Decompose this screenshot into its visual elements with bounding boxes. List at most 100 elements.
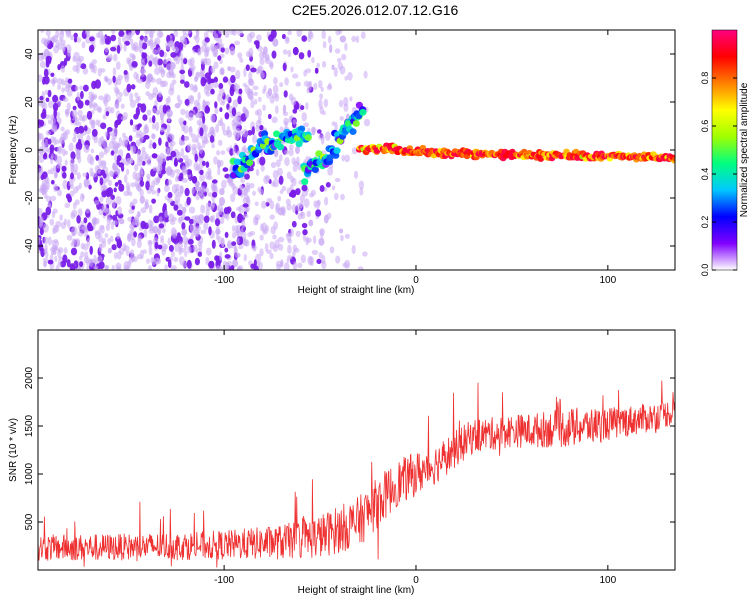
spectrogram-noise-mark <box>105 111 110 117</box>
spectrogram-noise-mark <box>301 112 308 122</box>
spectrogram-noise-mark <box>56 145 63 155</box>
spectrogram-noise-mark <box>275 159 281 168</box>
spectrogram-noise-mark <box>277 236 285 243</box>
spectrogram-noise-mark <box>331 185 336 191</box>
spectrogram-noise-mark <box>351 35 357 43</box>
spectrogram-noise-mark <box>319 106 324 115</box>
spectrogram-noise-mark <box>269 214 276 220</box>
spectrogram-noise-mark <box>264 242 269 252</box>
spectrogram-noise-mark <box>89 63 95 69</box>
spectrogram-noise-mark <box>244 239 250 247</box>
spectrogram-noise-mark <box>226 94 230 102</box>
spectrogram-noise-mark <box>316 199 321 207</box>
spectrogram-noise-mark <box>174 103 181 109</box>
spectrogram-noise-mark <box>301 222 308 229</box>
spectrogram-noise-mark <box>152 57 158 66</box>
spectrogram-noise-mark <box>113 252 118 260</box>
spectrogram-noise-mark <box>90 148 95 154</box>
spectrogram-noise-mark <box>137 184 142 192</box>
spectrogram-noise-mark <box>204 57 208 66</box>
spectrogram-noise-mark <box>220 216 225 225</box>
spectrogram-signal-mark <box>304 134 312 142</box>
spectrogram-noise-mark <box>61 165 67 172</box>
spectrogram-noise-mark <box>114 154 118 162</box>
spectrogram-noise-mark <box>218 188 225 196</box>
spectrogram-noise-mark <box>344 42 348 51</box>
spectrogram-noise-mark <box>355 35 360 44</box>
snr-y-tick-label: 500 <box>24 513 35 530</box>
spectrogram-noise-mark <box>188 126 193 136</box>
spectrogram-noise-mark <box>170 150 177 158</box>
spectrogram-noise-mark <box>296 30 303 37</box>
spectrogram-noise-mark <box>63 247 68 254</box>
spectrogram-noise-mark <box>153 215 160 224</box>
spectrogram-noise-mark <box>64 108 70 115</box>
spectrogram-noise-mark <box>78 115 83 121</box>
spectrogram-noise-mark <box>281 33 286 40</box>
spectrogram-noise-mark <box>274 239 280 249</box>
spectrogram-noise-mark <box>63 57 68 66</box>
spectrogram-noise-mark <box>197 91 201 101</box>
spectrogram-noise-mark <box>62 97 69 103</box>
spectrogram-noise-mark <box>148 246 153 255</box>
spectrogram-noise-mark <box>50 153 55 160</box>
spectrogram-noise-mark <box>115 61 121 70</box>
spectrogram-noise-mark <box>182 30 187 35</box>
spectrogram-noise-mark <box>114 182 119 187</box>
spectrogram-noise-mark <box>179 172 184 179</box>
spectrogram-noise-mark <box>230 211 236 219</box>
spectrogram-noise-mark <box>211 239 216 249</box>
spectrogram-noise-mark <box>190 230 195 237</box>
spectrogram-noise-mark <box>105 265 109 270</box>
spectrogram-signal-mark <box>246 159 254 167</box>
spectrogram-noise-mark <box>183 136 190 141</box>
spectrogram-noise-mark <box>335 255 341 264</box>
spectrogram-noise-mark <box>214 107 219 115</box>
spectrogram-noise-mark <box>242 213 249 219</box>
spectrogram-noise-mark <box>225 261 230 270</box>
spectrogram-noise-mark <box>174 243 180 253</box>
spectrogram-noise-mark <box>126 83 132 93</box>
spectrogram-noise-mark <box>300 105 305 111</box>
spectrogram-noise-mark <box>151 133 156 140</box>
spectrogram-noise-mark <box>259 234 264 241</box>
spectrogram-noise-mark <box>118 162 125 168</box>
spectrogram-noise-mark <box>232 99 238 109</box>
spectrogram-noise-mark <box>132 41 139 51</box>
spectrogram-noise-mark <box>98 157 102 167</box>
spectrogram-noise-mark <box>68 142 74 152</box>
spectrogram-noise-mark <box>109 53 113 61</box>
spectrogram-noise-mark <box>62 179 68 190</box>
spectrogram-noise-mark <box>167 191 173 199</box>
spectrogram-signal-mark <box>311 166 319 174</box>
spectrogram-noise-mark <box>85 30 90 34</box>
spectrogram-noise-mark <box>220 43 224 49</box>
spectrogram-noise-mark <box>166 109 173 118</box>
spectrogram-noise-mark <box>69 34 75 41</box>
snr-y-axis: 500 1000 1500 2000 <box>24 366 675 530</box>
spectrogram-noise-mark <box>247 90 254 100</box>
spectrogram-noise-mark <box>83 256 91 264</box>
spectrogram-noise-mark <box>237 52 243 59</box>
spectrogram-noise-mark <box>182 236 188 245</box>
spectrogram-noise-mark <box>184 187 190 197</box>
spectrogram-noise-mark <box>231 231 237 239</box>
spectrogram-noise-mark <box>331 121 336 127</box>
spectrogram-noise-mark <box>106 218 112 226</box>
spectrogram-noise-mark <box>147 73 153 83</box>
spectrogram-noise-mark <box>133 231 137 238</box>
spectrogram-noise-mark <box>323 214 329 224</box>
spectrogram-noise-mark <box>92 103 99 111</box>
spectrogram-noise-mark <box>199 185 206 194</box>
colorbar-tick-label: 0.2 <box>700 216 710 229</box>
spectrogram-noise-mark <box>267 88 273 96</box>
spectrogram-noise-mark <box>64 159 68 166</box>
spectrogram-noise-mark <box>125 182 130 191</box>
spectrogram-noise-mark <box>140 220 146 230</box>
spectrogram-noise-mark <box>117 74 123 81</box>
spectrogram-noise-mark <box>230 193 236 203</box>
spectrogram-noise-mark <box>300 254 306 264</box>
spectrogram-noise-mark <box>279 82 284 88</box>
spectrogram-noise-mark <box>266 249 272 255</box>
spectrogram-noise-mark <box>242 106 247 114</box>
